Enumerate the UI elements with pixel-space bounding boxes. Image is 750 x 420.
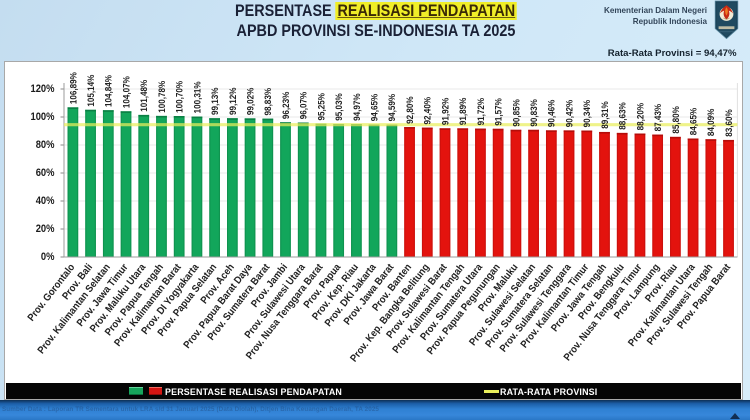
svg-text:91,57%: 91,57% <box>493 98 504 126</box>
svg-text:104,84%: 104,84% <box>103 75 114 107</box>
svg-text:100,78%: 100,78% <box>156 81 167 113</box>
svg-text:104,07%: 104,07% <box>121 76 132 108</box>
svg-text:95,25%: 95,25% <box>316 93 327 121</box>
svg-text:83,60%: 83,60% <box>723 109 734 137</box>
svg-text:98,83%: 98,83% <box>263 88 274 116</box>
svg-text:91,89%: 91,89% <box>458 98 469 126</box>
svg-text:90,42%: 90,42% <box>564 100 575 128</box>
svg-text:90,34%: 90,34% <box>582 100 593 128</box>
svg-text:80%: 80% <box>36 140 55 152</box>
svg-text:91,92%: 91,92% <box>440 97 451 125</box>
svg-text:92,80%: 92,80% <box>404 96 415 124</box>
svg-text:91,72%: 91,72% <box>475 98 486 126</box>
svg-text:20%: 20% <box>36 224 55 236</box>
svg-text:87,43%: 87,43% <box>652 104 663 132</box>
svg-text:100%: 100% <box>30 112 54 124</box>
svg-text:100,31%: 100,31% <box>192 81 203 113</box>
svg-text:92,40%: 92,40% <box>422 97 433 125</box>
svg-text:99,02%: 99,02% <box>245 88 256 116</box>
svg-text:120%: 120% <box>30 84 54 96</box>
svg-text:90,46%: 90,46% <box>546 100 557 128</box>
svg-text:0%: 0% <box>41 252 55 264</box>
svg-text:94,97%: 94,97% <box>351 93 362 121</box>
svg-text:94,59%: 94,59% <box>387 94 398 122</box>
svg-text:85,80%: 85,80% <box>670 106 681 134</box>
svg-text:84,09%: 84,09% <box>706 108 717 136</box>
svg-text:95,03%: 95,03% <box>334 93 345 121</box>
svg-text:101,48%: 101,48% <box>139 80 150 112</box>
svg-text:88,20%: 88,20% <box>635 103 646 131</box>
svg-text:96,07%: 96,07% <box>298 92 309 120</box>
svg-text:99,12%: 99,12% <box>227 87 238 115</box>
svg-text:90,83%: 90,83% <box>528 99 539 127</box>
svg-text:89,31%: 89,31% <box>599 101 610 129</box>
svg-text:84,65%: 84,65% <box>688 108 699 136</box>
svg-text:100,70%: 100,70% <box>174 81 185 113</box>
svg-text:96,23%: 96,23% <box>280 91 291 119</box>
svg-text:40%: 40% <box>36 196 55 208</box>
svg-text:90,85%: 90,85% <box>511 99 522 127</box>
svg-text:94,65%: 94,65% <box>369 94 380 122</box>
svg-text:105,14%: 105,14% <box>85 74 96 106</box>
svg-text:106,89%: 106,89% <box>68 72 79 104</box>
svg-text:99,13%: 99,13% <box>209 87 220 115</box>
svg-text:88,63%: 88,63% <box>617 102 628 130</box>
svg-text:60%: 60% <box>36 168 55 180</box>
